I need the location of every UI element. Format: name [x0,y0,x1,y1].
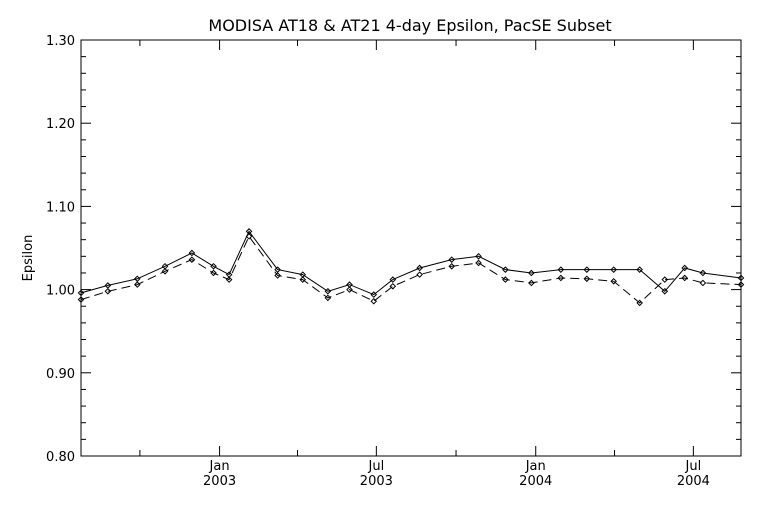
series-1-point [699,269,707,277]
series-2-point [245,233,253,240]
series-2-point [370,297,378,305]
series-1-point [661,287,669,295]
plot-area: 0.800.901.001.101.201.30Jan2003Jul2003Ja… [46,34,745,489]
series-2-point [389,282,397,290]
series-1-point [557,266,565,273]
series-1-point [370,291,378,298]
y-tick-label: 1.00 [46,284,75,299]
series-2-point [188,256,196,263]
plot-frame [80,39,742,457]
series-1-point [528,269,535,277]
series-1-point [737,274,745,282]
series-2-point [528,279,535,287]
series-2-point [502,276,509,283]
series-2-point [225,276,233,283]
series-1-point [210,262,217,270]
series-1-point [475,253,482,260]
series-1-point [324,287,332,295]
series-2-point [557,274,565,282]
x-tick-year-label: 2003 [203,474,236,489]
y-tick-label: 0.80 [46,450,75,465]
x-tick-year-label: 2003 [360,474,393,489]
series-1-point [636,266,643,273]
series-2-point [133,281,141,288]
series-1-point [681,264,689,272]
series-1-point [416,264,423,272]
series-2-point [416,271,423,278]
series-2-point [274,272,281,279]
x-tick-month-label: Jul [685,459,702,474]
series-1-point [389,276,397,283]
y-tick-label: 1.20 [46,117,75,132]
y-tick-label: 1.10 [46,200,75,215]
series-2-point [610,277,617,285]
series-2-point [737,281,745,288]
series-1-point [448,256,456,263]
series-2-point [681,274,689,282]
x-tick-month-label: Jul [368,459,385,474]
y-axis-label: Epsilon [21,235,36,282]
y-tick-label: 0.90 [46,367,75,382]
series-2-point [699,279,707,287]
series-1-point [583,266,591,273]
series-2-point [636,299,643,307]
series-1-point [77,289,85,297]
x-tick-month-label: Jan [525,459,546,474]
x-tick-year-label: 2004 [677,474,710,489]
x-tick-month-label: Jan [209,459,230,474]
series-2-point [104,287,112,295]
series-2-point [299,276,307,283]
series-2-point [324,294,332,302]
series-2-point [346,286,353,293]
series-1-line [80,230,742,296]
x-tick-year-label: 2004 [519,474,552,489]
series-2-point [448,262,456,270]
series-2-point [583,275,591,283]
chart-title: MODISA AT18 & AT21 4-day Epsilon, PacSE … [208,16,611,35]
series-2-point [210,269,217,277]
series-2-point [661,276,669,283]
series-1-point [188,249,196,257]
series-1-point [502,266,509,273]
y-tick-label: 1.30 [46,34,75,49]
series-2-line [80,235,742,304]
series-2-point [475,259,482,267]
series-2-point [77,296,85,303]
series-2-point [161,267,169,275]
series-1-point [610,266,617,273]
